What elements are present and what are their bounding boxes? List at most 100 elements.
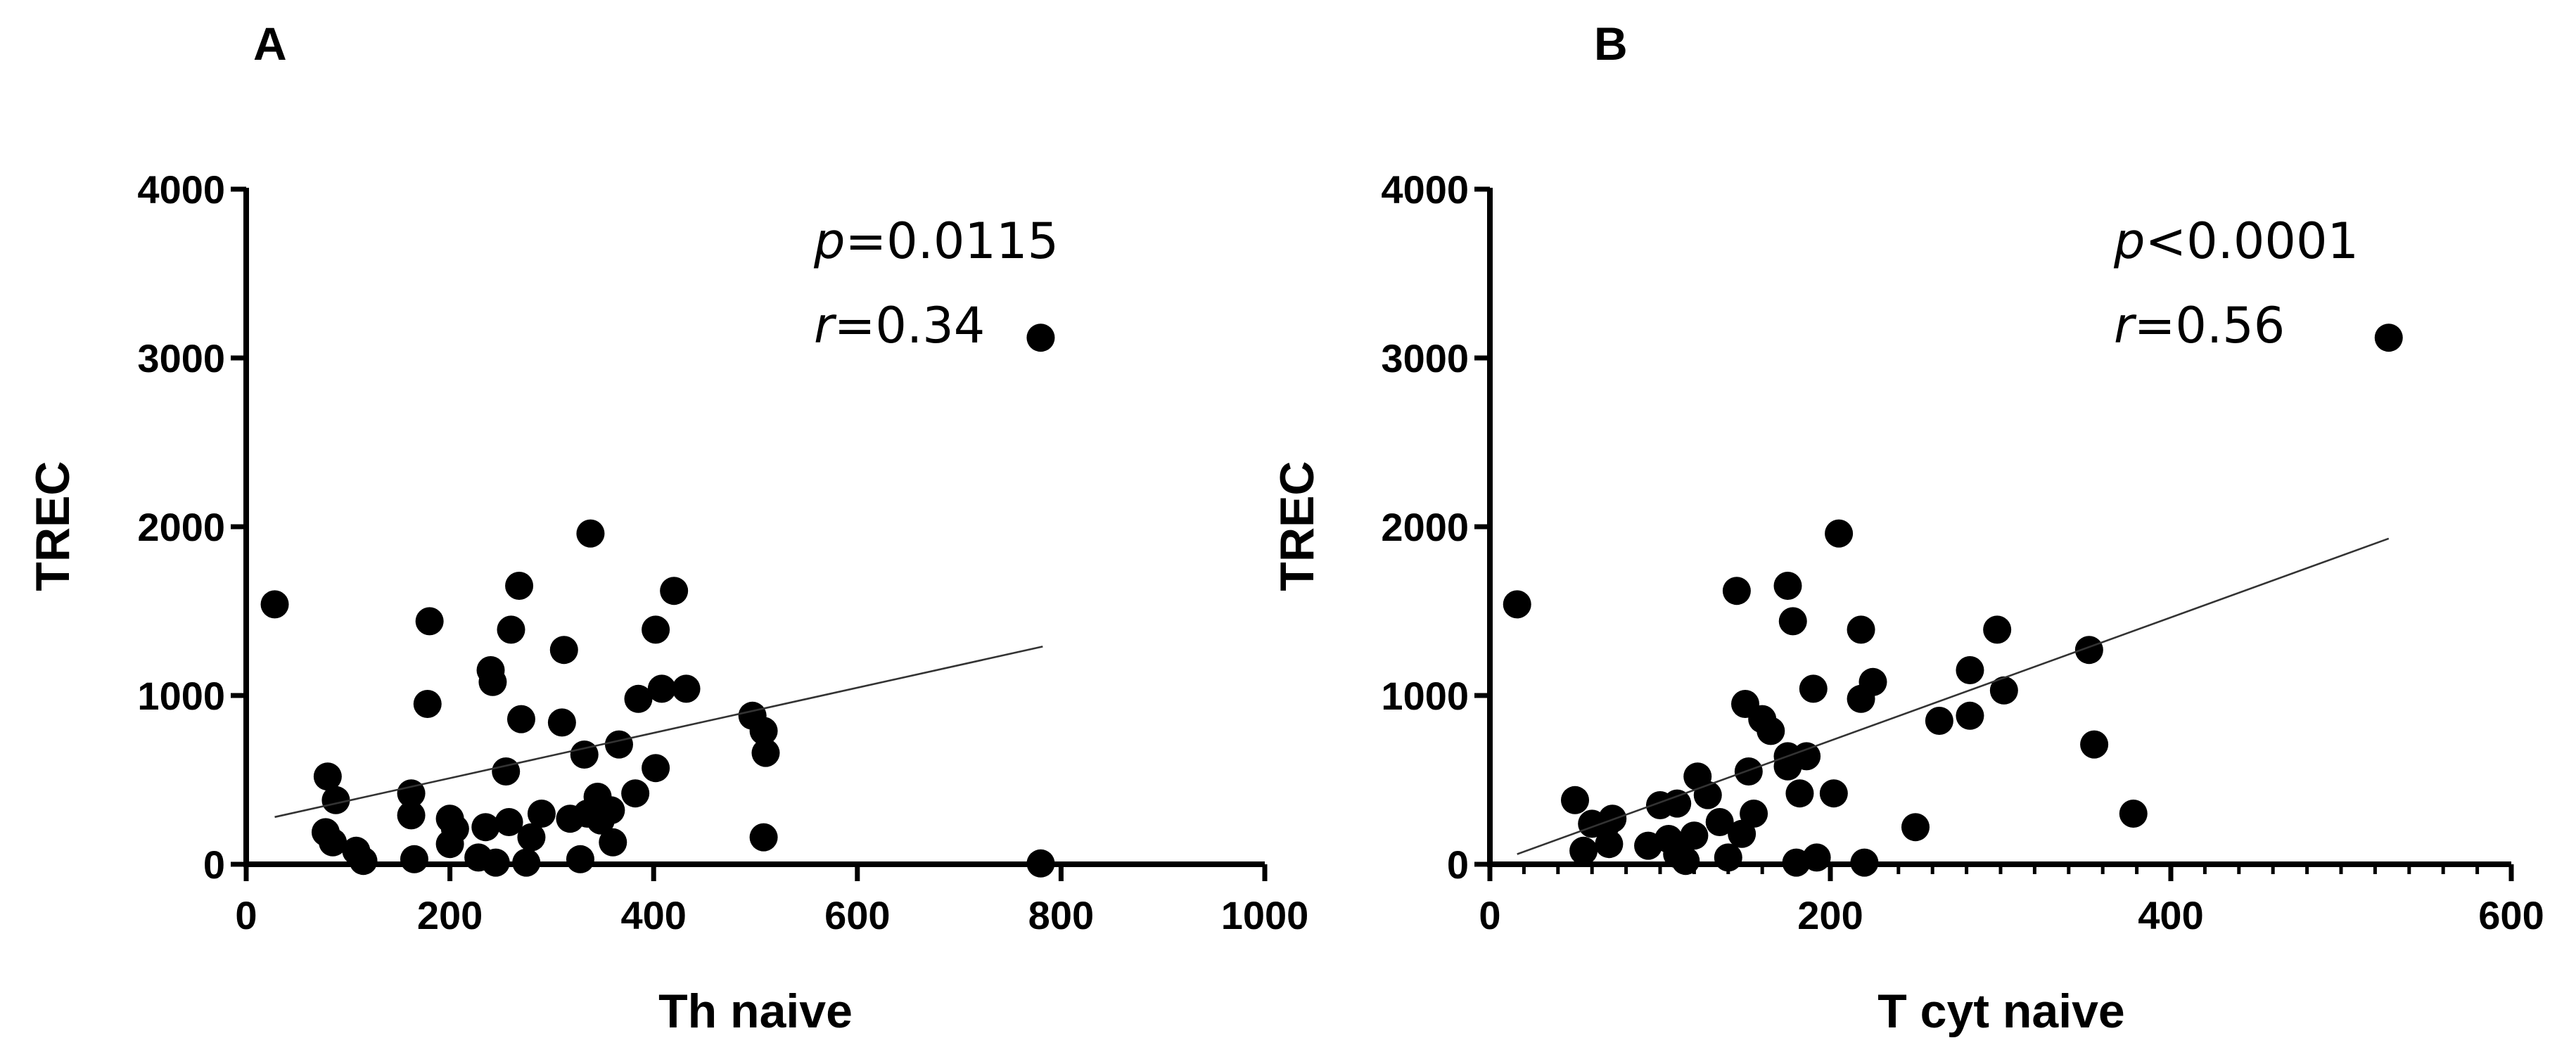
panel-b-y-tick-label: 2000 (1381, 505, 1469, 549)
panel-b-data-point (1901, 813, 1930, 842)
panel-a-p-label: p (813, 212, 845, 270)
panel-a-data-point (549, 636, 578, 665)
panel-a-x-tick-label: 200 (417, 893, 483, 937)
panel-b-data-point (1792, 742, 1821, 771)
panel-b-data-point (1956, 701, 1984, 730)
panel-b-x-tick-label: 600 (2478, 893, 2544, 937)
panel-b-points (1503, 323, 2403, 877)
panel-b-data-point (1858, 667, 1887, 696)
panel-b-regression-line (1517, 537, 2390, 855)
panel-b-data-point (1595, 830, 1624, 859)
panel-a-x-tick-label: 600 (824, 893, 890, 937)
panel-a-data-point (751, 738, 780, 767)
panel-b-data-point (2080, 730, 2109, 759)
panel-a-x-tick-label: 1000 (1221, 893, 1309, 937)
panel-a-data-point (570, 741, 599, 769)
panel-a-data-point (397, 801, 426, 830)
panel-a-y-tick-label: 2000 (137, 505, 225, 549)
panel-b-data-point (1680, 821, 1709, 850)
panel-a-x-axis-title: Th naive (658, 985, 853, 1038)
panel-a-x-tick-label: 800 (1028, 893, 1094, 937)
panel-a-data-point (749, 717, 778, 745)
panel-a-data-point (749, 823, 778, 852)
panel-a-data-point (413, 690, 442, 718)
panel-a-data-point (599, 828, 627, 857)
panel-a-x-tick-label: 0 (235, 893, 257, 937)
panel-b-y-ticks: 0 1000 2000 3000 4000 (1381, 167, 1490, 887)
panel-b-data-point (1819, 779, 1848, 808)
panel-b-r-label: r (2114, 297, 2137, 354)
panel-a-data-point (642, 615, 670, 644)
panel-a-data-point (506, 705, 535, 733)
panel-a-data-point (260, 590, 289, 619)
panel-b-r-number: =0.56 (2134, 297, 2285, 354)
panel-b-y-tick-label: 1000 (1381, 674, 1469, 718)
panel-a-data-point (566, 845, 594, 873)
panel-b-data-point (1740, 800, 1768, 828)
panel-a-data-point (621, 779, 650, 808)
panel-b-r-value: r=0.56 (2114, 297, 2285, 354)
panel-b-data-point (1705, 808, 1734, 836)
panel-a-data-point (349, 847, 378, 876)
panel-b-data-point (1799, 674, 1828, 703)
panel-b-x-ticks: 0 200 400 600 (1479, 864, 2544, 937)
panel-b-data-point (1956, 656, 1984, 684)
panel-a-p-value: p=0.0115 (813, 212, 1059, 270)
panel-a-data-point (1026, 323, 1055, 352)
panel-a-y-tick-label: 3000 (137, 336, 225, 380)
panel-b-data-point (1773, 572, 1802, 600)
panel-b-p-label: p (2113, 212, 2145, 270)
panel-a-data-point (478, 667, 507, 696)
panel-b-y-tick-label: 4000 (1381, 167, 1469, 212)
panel-b-y-axis-title: TREC (1270, 461, 1324, 591)
panel-a-data-point (313, 762, 342, 791)
panel-b-data-point (1503, 590, 1531, 619)
panel-a-r-value: r=0.34 (814, 297, 985, 354)
panel-a-data-point (505, 572, 534, 600)
panel-b-data-point (1802, 843, 1831, 872)
panel-a-y-tick-label: 0 (203, 842, 225, 887)
panel-b-p-value: p<0.0001 (2113, 212, 2359, 270)
panel-a-y-ticks: 0 1000 2000 3000 4000 (137, 167, 246, 887)
panel-a-data-point (492, 757, 521, 786)
panel-a-data-point (624, 684, 653, 713)
panel-a-data-point (471, 813, 500, 842)
panel-a-y-tick-label: 4000 (137, 167, 225, 212)
panel-a-r-label: r (814, 297, 837, 354)
panel-b-data-point (1989, 676, 2018, 705)
panel-a-x-ticks: 0 200 400 600 800 1000 (235, 864, 1308, 937)
panel-b-data-point (2119, 800, 2148, 828)
panel-b-data-point (1825, 519, 1854, 548)
panel-b-data-point (2074, 636, 2103, 665)
panel-a-data-point (576, 519, 605, 548)
panel-a-data-point (435, 830, 464, 859)
panel-b-data-point (1925, 707, 1953, 735)
panel-b-y-tick-label: 0 (1447, 842, 1469, 887)
panel-b-data-point (1847, 615, 1875, 644)
panel-a-data-point (527, 800, 556, 828)
panel-a-data-point (642, 754, 670, 783)
panel-a-data-point (647, 674, 676, 703)
panel-a-data-point (319, 828, 347, 857)
panel-a-y-axis-title: TREC (26, 461, 79, 591)
panel-b-data-point (1569, 836, 1598, 865)
panel-a-data-point (400, 845, 428, 873)
panel-a-letter: A (253, 18, 287, 70)
panel-b-data-point (1663, 789, 1692, 818)
panel-b-data-point (1756, 717, 1785, 745)
panel-b-x-tick-label: 0 (1479, 893, 1500, 937)
panel-a-x-tick-label: 400 (620, 893, 686, 937)
panel-a-data-point (415, 607, 444, 636)
panel-a-data-point (597, 796, 625, 825)
panel-a: A 0 1000 2000 3000 4000 0 200 400 600 800 1000 TR… (26, 18, 1308, 1038)
panel-a-y-tick-label: 1000 (137, 674, 225, 718)
panel-a-data-point (497, 615, 525, 644)
panel-b-data-point (1778, 607, 1807, 636)
panel-a-r-number: =0.34 (834, 297, 986, 354)
panel-a-regression-line (274, 646, 1043, 819)
panel-b-data-point (1561, 786, 1589, 814)
panel-b-data-point (1983, 615, 2012, 644)
panel-b-y-tick-label: 3000 (1381, 336, 1469, 380)
panel-a-data-point (517, 823, 546, 852)
